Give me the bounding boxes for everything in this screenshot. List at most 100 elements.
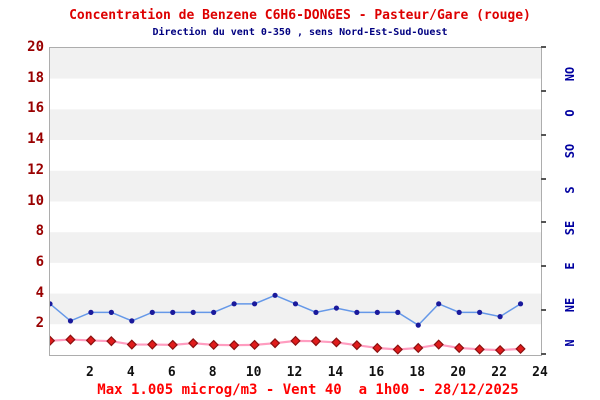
x-tick-label: 18 — [409, 365, 426, 380]
x-tick-label: 22 — [491, 365, 507, 380]
wind-data-point — [292, 301, 299, 307]
benzene-data-point — [269, 338, 281, 349]
wind-data-point — [251, 301, 258, 307]
benzene-markers — [50, 334, 526, 355]
wind-direction-label: N — [563, 339, 577, 347]
background-band — [50, 232, 541, 263]
right-axis-tick — [541, 309, 546, 312]
chart-canvas — [50, 48, 541, 355]
right-axis-tick — [541, 46, 546, 48]
benzene-data-point — [310, 336, 322, 347]
benzene-data-point — [50, 335, 56, 346]
background-band — [50, 293, 541, 325]
background-band — [50, 109, 541, 141]
benzene-data-point — [331, 337, 342, 348]
right-axis-tick — [541, 89, 546, 92]
y-left-tick-label: 2 — [35, 315, 44, 332]
wind-direction-label: NO — [563, 67, 577, 82]
background-band — [50, 201, 541, 233]
wind-data-point — [374, 309, 380, 315]
benzene-data-point — [454, 342, 465, 354]
wind-data-point — [67, 318, 74, 324]
x-tick-label: 2 — [85, 365, 94, 380]
background-band — [50, 262, 541, 294]
wind-data-point — [477, 309, 483, 315]
right-axis-tick — [541, 133, 546, 136]
plot-area — [49, 47, 542, 356]
x-tick-label: 12 — [286, 365, 303, 380]
y-left-tick-label: 4 — [35, 284, 44, 301]
wind-data-point — [108, 309, 114, 315]
wind-data-point — [149, 309, 155, 315]
wind-direction-label: NE — [563, 297, 577, 312]
benzene-data-point — [188, 338, 199, 349]
wind-data-point — [129, 318, 135, 324]
background-band — [50, 140, 541, 171]
benzene-data-point — [474, 344, 485, 355]
right-axis-tick — [541, 353, 546, 355]
wind-data-point — [497, 314, 503, 320]
x-tick-label: 24 — [532, 365, 548, 380]
benzene-data-point — [392, 344, 403, 355]
x-tick-label: 4 — [126, 365, 135, 380]
y-left-tick-label: 12 — [27, 161, 44, 178]
wind-data-point — [50, 301, 53, 307]
benzene-data-point — [515, 343, 526, 355]
background-band — [50, 78, 541, 110]
background-band — [50, 170, 541, 202]
y-left-tick-label: 10 — [27, 192, 44, 209]
x-tick-label: 14 — [327, 365, 344, 380]
benzene-data-point — [413, 342, 424, 354]
y-left-tick-label: 18 — [27, 69, 44, 86]
benzene-data-point — [433, 339, 444, 350]
wind-direction-label: O — [563, 109, 577, 117]
background-band — [50, 48, 541, 79]
benzene-data-point — [167, 339, 178, 351]
wind-direction-line — [50, 294, 521, 327]
benzene-data-point — [85, 335, 97, 346]
y-left-tick-label: 20 — [27, 39, 44, 55]
chart-title: Concentration de Benzene C6H6-DONGES - P… — [69, 8, 531, 23]
chart-subtitle: Direction du vent 0-350 , sens Nord-Est-… — [152, 27, 448, 38]
benzene-data-point — [106, 336, 117, 347]
benzene-data-point — [494, 344, 506, 355]
x-tick-label: 10 — [245, 365, 262, 380]
max-annotation: Max 1.005 microg/m3 - Vent 40 a 1h00 - 2… — [97, 382, 519, 398]
wind-data-point — [211, 309, 217, 315]
wind-direction-label: SE — [563, 220, 577, 236]
wind-data-point — [231, 301, 237, 307]
benzene-data-point — [290, 335, 301, 347]
y-left-tick-label: 8 — [35, 223, 44, 240]
wind-data-point — [313, 309, 319, 315]
wind-data-point — [415, 322, 421, 328]
wind-data-point — [436, 301, 442, 307]
x-tick-label: 6 — [167, 365, 176, 380]
wind-direction-label: E — [563, 262, 577, 270]
wind-data-point — [170, 309, 176, 315]
right-axis-tick — [541, 221, 546, 224]
benzene-data-point — [249, 339, 260, 351]
wind-direction-label: S — [563, 185, 577, 194]
wind-data-point — [517, 301, 524, 307]
y-left-tick-label: 6 — [35, 253, 44, 270]
benzene-data-point — [208, 339, 219, 351]
benzene-data-point — [228, 340, 240, 351]
right-axis-tick — [541, 265, 546, 268]
y-left-tick-label: 14 — [27, 131, 44, 148]
x-tick-label: 16 — [368, 365, 385, 380]
y-left-tick-label: 16 — [27, 100, 44, 117]
x-tick-label: 8 — [208, 365, 217, 380]
x-tick-label: 20 — [450, 365, 466, 380]
wind-data-point — [354, 309, 360, 315]
wind-data-point — [190, 309, 196, 315]
right-axis-tick — [541, 177, 546, 180]
benzene-data-point — [372, 342, 383, 354]
wind-direction-markers — [50, 292, 524, 328]
benzene-data-point — [351, 340, 363, 351]
wind-data-point — [333, 305, 340, 311]
wind-data-point — [395, 309, 401, 315]
wind-data-point — [88, 309, 94, 315]
wind-direction-label: SO — [563, 143, 577, 159]
benzene-data-point — [126, 339, 137, 350]
